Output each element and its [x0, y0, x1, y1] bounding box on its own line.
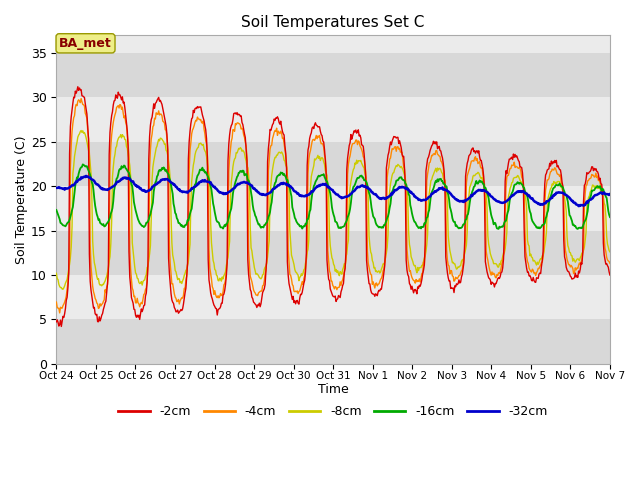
X-axis label: Time: Time	[318, 383, 349, 396]
Bar	[56, 53, 610, 97]
Bar	[56, 142, 610, 186]
Bar	[56, 186, 610, 230]
Legend: -2cm, -4cm, -8cm, -16cm, -32cm: -2cm, -4cm, -8cm, -16cm, -32cm	[113, 400, 553, 423]
Bar	[56, 319, 610, 364]
Bar	[56, 97, 610, 142]
Y-axis label: Soil Temperature (C): Soil Temperature (C)	[15, 135, 28, 264]
Bar	[56, 36, 610, 53]
Bar	[56, 230, 610, 275]
Title: Soil Temperatures Set C: Soil Temperatures Set C	[241, 15, 425, 30]
Text: BA_met: BA_met	[59, 37, 112, 50]
Bar	[56, 275, 610, 319]
